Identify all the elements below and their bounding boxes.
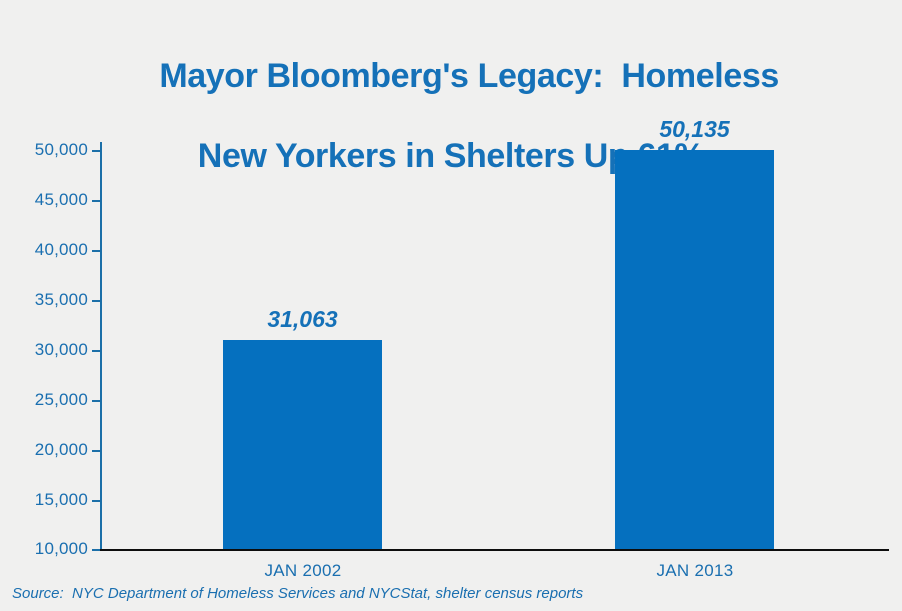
y-axis-tick xyxy=(92,500,100,502)
y-axis-tick-label: 15,000 xyxy=(34,490,88,509)
y-axis-label-wrap: 10,000 xyxy=(0,540,88,557)
source-note: Source: NYC Department of Homeless Servi… xyxy=(12,585,584,602)
y-axis-tick xyxy=(92,549,100,551)
data-label-jan-2002: 31,063 xyxy=(267,306,338,332)
y-axis-label-wrap: 45,000 xyxy=(0,191,88,208)
data-label-jan-2013: 50,135 xyxy=(659,116,730,142)
y-axis-tick xyxy=(92,150,100,152)
y-axis-tick xyxy=(92,250,100,252)
y-axis-tick xyxy=(92,300,100,302)
y-axis-tick xyxy=(92,450,100,452)
category-label-jan-2013: JAN 2013 xyxy=(656,561,734,580)
bar-jan-2002[interactable] xyxy=(223,340,382,549)
y-axis-tick-label: 25,000 xyxy=(34,390,88,409)
y-axis-tick xyxy=(92,400,100,402)
y-axis-label-wrap: 35,000 xyxy=(0,291,88,308)
y-axis-tick-label: 50,000 xyxy=(34,140,88,159)
y-axis-tick xyxy=(92,350,100,352)
y-axis-label-wrap: 15,000 xyxy=(0,491,88,508)
y-axis-label-wrap: 30,000 xyxy=(0,341,88,358)
y-axis-line xyxy=(100,142,102,550)
y-axis-tick xyxy=(92,200,100,202)
chart-title-line-1: Mayor Bloomberg's Legacy: Homeless xyxy=(159,57,779,95)
bar-jan-2013[interactable] xyxy=(615,150,774,549)
y-axis-label-wrap: 40,000 xyxy=(0,241,88,258)
y-axis-label-wrap: 25,000 xyxy=(0,391,88,408)
y-axis-tick-label: 20,000 xyxy=(34,440,88,459)
y-axis-tick-label: 40,000 xyxy=(34,240,88,259)
y-axis-tick-label: 30,000 xyxy=(34,340,88,359)
chart-title: Mayor Bloomberg's Legacy: Homeless New Y… xyxy=(0,16,902,256)
y-axis-label-wrap: 20,000 xyxy=(0,441,88,458)
y-axis-tick-label: 35,000 xyxy=(34,290,88,309)
y-axis-tick-label: 45,000 xyxy=(34,190,88,209)
category-label-jan-2002: JAN 2002 xyxy=(264,561,342,580)
y-axis-label-wrap: 50,000 xyxy=(0,141,88,158)
y-axis-tick-label: 10,000 xyxy=(34,539,88,558)
x-axis-line xyxy=(100,549,889,551)
